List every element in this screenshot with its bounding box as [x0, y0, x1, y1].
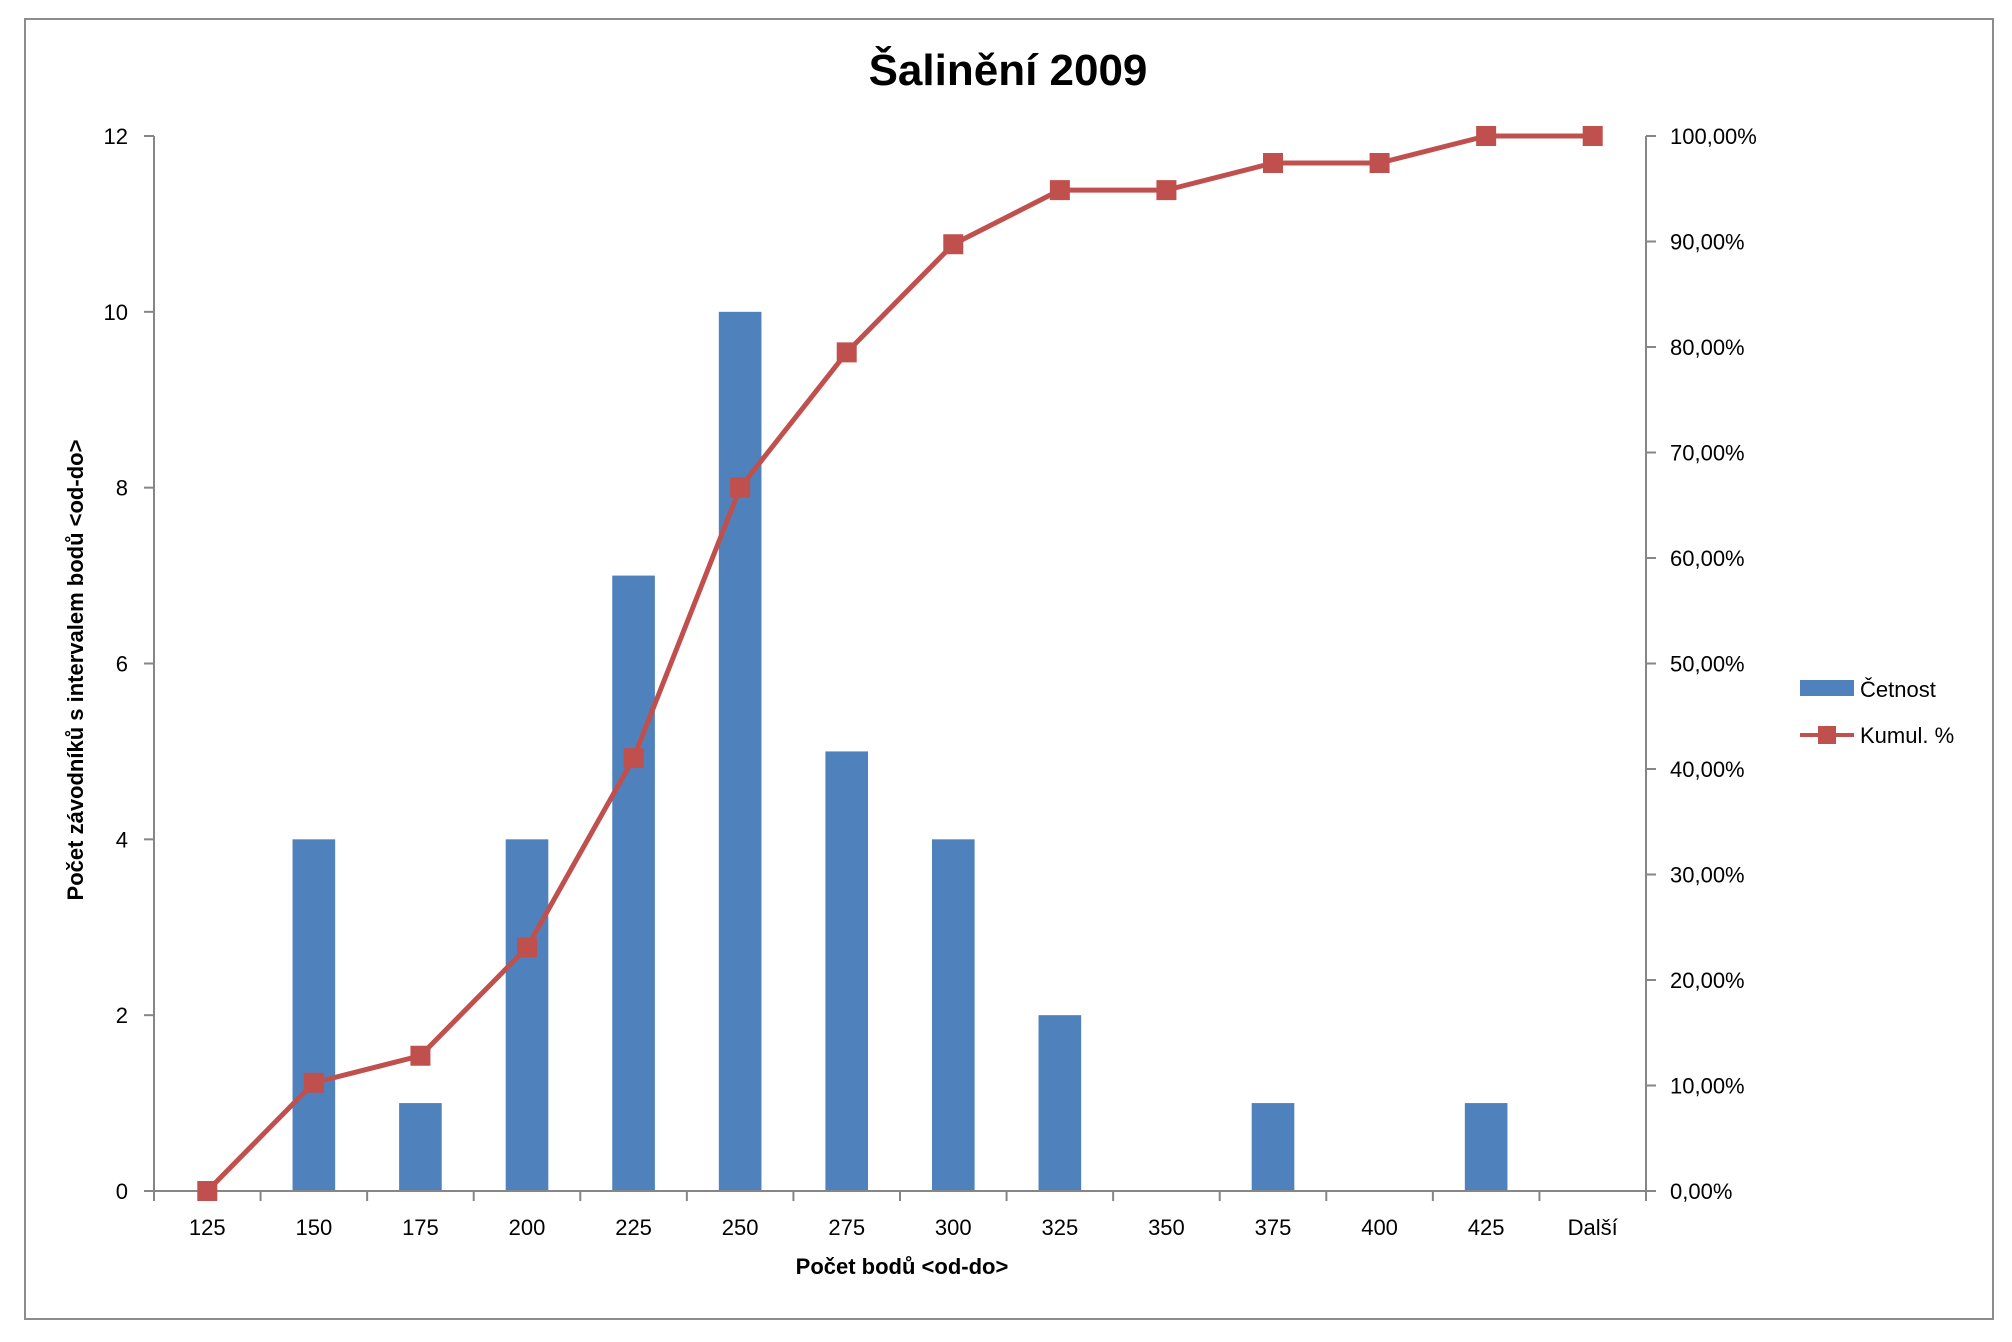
cumulative-marker-225 [623, 748, 644, 769]
cumulative-marker-325 [1049, 180, 1070, 201]
y-left-tick-label: 8 [116, 476, 128, 501]
y-left-tick-label: 2 [116, 1003, 128, 1028]
bar-300 [931, 839, 975, 1191]
x-tick-label: 275 [828, 1215, 865, 1240]
y-left-tick-label: 6 [116, 652, 128, 677]
x-tick-label: 125 [189, 1215, 226, 1240]
cumulative-line-layer [197, 126, 1603, 1201]
y-right-tick-label: 60,00% [1670, 546, 1745, 571]
x-tick-label: 425 [1468, 1215, 1505, 1240]
cumulative-marker-350 [1156, 180, 1177, 201]
y-axis-title: Počet závodníků s intervalem bodů <od-do… [63, 440, 88, 901]
cumulative-marker-150 [303, 1072, 324, 1093]
x-tick-label: 375 [1255, 1215, 1292, 1240]
y-right-tick-label: 80,00% [1670, 335, 1745, 360]
y-right-tick-label: 50,00% [1670, 652, 1745, 677]
legend-swatch-bars [1800, 680, 1854, 696]
cumulative-marker-Další [1582, 126, 1603, 146]
legend: Četnost Kumul. % [1800, 677, 1954, 748]
cumulative-marker-125 [197, 1181, 218, 1201]
cumulative-marker-175 [410, 1045, 431, 1066]
chart-title: Šalinění 2009 [869, 44, 1148, 95]
y-right-tick-label: 30,00% [1670, 863, 1745, 888]
y-right-tick-label: 40,00% [1670, 757, 1745, 782]
x-tick-label: 175 [402, 1215, 439, 1240]
legend-label-line: Kumul. % [1860, 723, 1954, 748]
bar-375 [1251, 1103, 1295, 1191]
legend-label-bars: Četnost [1860, 677, 1936, 702]
x-tick-label: Další [1568, 1215, 1618, 1240]
y-right-tick-label: 10,00% [1670, 1074, 1745, 1099]
x-axis-title: Počet bodů <od-do> [796, 1254, 1009, 1279]
x-tick-label: 400 [1361, 1215, 1398, 1240]
y-right-tick-label: 0,00% [1670, 1179, 1732, 1204]
cumulative-marker-200 [517, 937, 537, 958]
bar-150 [292, 839, 336, 1191]
cumulative-marker-250 [730, 477, 751, 498]
cumulative-marker-425 [1476, 126, 1497, 146]
bar-200 [505, 839, 549, 1191]
y-left-tick-label: 12 [104, 124, 128, 149]
x-tick-label: 325 [1041, 1215, 1078, 1240]
x-tick-label: 150 [295, 1215, 332, 1240]
chart-frame [24, 18, 1994, 1320]
y-left-tick-label: 4 [116, 827, 128, 852]
bar-275 [825, 751, 869, 1191]
x-tick-label: 225 [615, 1215, 652, 1240]
bar-175 [399, 1103, 442, 1191]
x-tick-label: 200 [509, 1215, 546, 1240]
x-tick-label: 250 [722, 1215, 759, 1240]
y-left-tick-label: 0 [116, 1179, 128, 1204]
cumulative-marker-275 [836, 342, 857, 363]
cumulative-marker-400 [1369, 153, 1390, 174]
legend-swatch-marker [1818, 726, 1836, 744]
y-right-tick-label: 70,00% [1670, 441, 1745, 466]
y-left-tick-label: 10 [104, 300, 128, 325]
bar-250 [718, 311, 762, 1192]
cumulative-marker-300 [943, 234, 964, 255]
bars-layer [292, 311, 1508, 1192]
bar-425 [1464, 1103, 1508, 1191]
y-right-tick-label: 20,00% [1670, 968, 1745, 993]
cumulative-marker-375 [1263, 153, 1283, 174]
x-tick-label: 350 [1148, 1215, 1185, 1240]
bar-225 [612, 575, 655, 1191]
x-tick-label: 300 [935, 1215, 972, 1240]
tick-labels-layer: 0 2 4 6 8 10 12 0,00% 10,00% 20,00% 30,00% 40,00% 50… [104, 124, 1757, 1240]
y-right-tick-label: 90,00% [1670, 230, 1745, 255]
bar-325 [1038, 1015, 1082, 1191]
cumulative-line [205, 133, 1593, 1193]
axes-layer [144, 135, 1656, 1201]
y-right-tick-label: 100,00% [1670, 124, 1757, 149]
